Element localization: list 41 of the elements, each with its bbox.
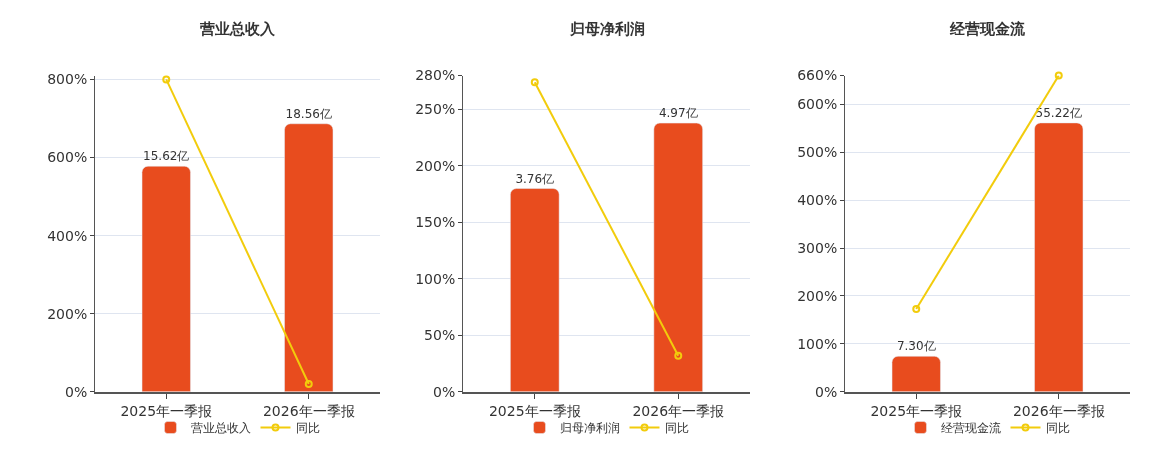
- y-tick-label: 0%: [432, 383, 456, 400]
- y-tick-label: 200%: [797, 287, 838, 304]
- legend-label: 同比: [1045, 421, 1070, 436]
- legend-label: 经营现金流: [940, 421, 1001, 436]
- x-tick-label: 2025年一季报: [488, 402, 581, 419]
- y-tick-label: 800%: [47, 71, 88, 88]
- legend-label: 归母净利润: [559, 421, 620, 436]
- legend-label: 营业总收入: [190, 421, 251, 436]
- y-tick-label: 100%: [797, 335, 838, 352]
- y-tick-label: 150%: [415, 214, 456, 231]
- y-tick-label: 250%: [415, 101, 456, 118]
- y-tick-label: 300%: [797, 239, 838, 256]
- y-tick-label: 0%: [64, 383, 88, 400]
- legend-label: 同比: [664, 421, 689, 436]
- chart-title: 归母净利润: [569, 20, 645, 38]
- chart-title: 经营现金流: [949, 20, 1026, 38]
- chart-title: 营业总收入: [199, 20, 276, 38]
- y-tick-label: 100%: [415, 270, 456, 287]
- data-label: 15.62亿: [143, 149, 190, 164]
- data-label: 7.30亿: [896, 339, 936, 354]
- y-tick-label: 500%: [797, 144, 838, 161]
- x-tick-label: 2025年一季报: [120, 402, 213, 419]
- y-tick-label: 600%: [797, 96, 838, 113]
- x-tick-label: 2026年一季报: [262, 402, 355, 419]
- x-tick-label: 2025年一季报: [870, 402, 963, 419]
- y-tick-label: 200%: [47, 305, 88, 322]
- y-tick-label: 600%: [47, 149, 88, 166]
- legend-label: 同比: [295, 421, 320, 436]
- data-label: 3.76亿: [515, 171, 555, 186]
- data-label: 4.97亿: [658, 106, 698, 121]
- y-tick-label: 200%: [415, 157, 456, 174]
- y-tick-label: 400%: [47, 227, 88, 244]
- y-tick-label: 50%: [424, 327, 456, 344]
- x-tick-label: 2026年一季报: [1012, 402, 1105, 419]
- y-tick-label: 0%: [814, 383, 838, 400]
- x-tick-label: 2026年一季报: [632, 402, 725, 419]
- data-label: 18.56亿: [285, 106, 332, 121]
- data-label: 55.22亿: [1035, 105, 1082, 120]
- y-tick-label: 660%: [797, 67, 838, 84]
- y-tick-label: 400%: [797, 192, 838, 209]
- y-tick-label: 280%: [415, 67, 456, 84]
